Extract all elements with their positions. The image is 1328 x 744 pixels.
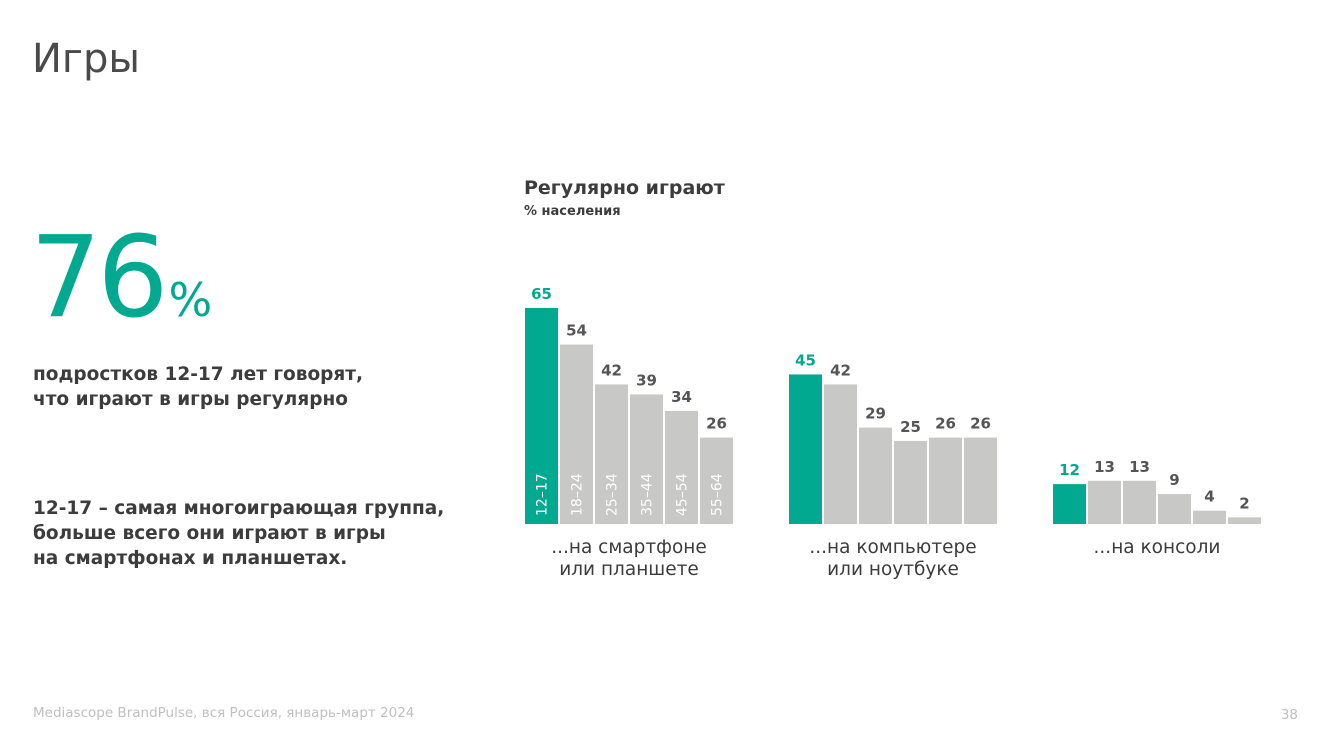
bar [859,427,892,524]
bar [700,437,733,524]
text-line: что играют в игры регулярно [33,389,348,410]
category-label: 45–54 [675,473,691,516]
category-label: 35–44 [640,473,656,516]
highlight-stat: 76% [30,222,212,334]
highlight-value: 76 [30,213,169,343]
category-label: 55–64 [710,473,726,516]
category-label: 25–34 [605,473,621,516]
value-label: 29 [865,405,886,423]
group-label-line: ...на компьютере [809,537,977,558]
value-label: 65 [531,285,552,303]
value-label: 39 [636,371,657,389]
value-label: 9 [1169,471,1179,489]
category-label: 18–24 [570,473,586,516]
bar [964,437,997,524]
group-label: ...на консоли [1037,537,1277,559]
text-line: 12-17 – самая многоиграющая группа, [33,498,445,519]
page-title: Игры [32,36,140,82]
value-label: 42 [601,361,622,379]
value-label: 26 [970,415,991,433]
category-label: 12–17 [535,473,551,516]
bar [1228,517,1261,524]
value-label: 25 [900,418,921,436]
stat-description: подростков 12-17 лет говорят, что играют… [33,362,363,412]
group-label: ...на компьютере или ноутбуке [773,537,1013,581]
chart-title: Регулярно играют [524,177,725,199]
bar [630,394,663,524]
bar [1123,480,1156,524]
text-line: на смартфонах и планшетах. [33,548,348,569]
group-label-line: или планшете [559,559,699,580]
value-label: 4 [1204,488,1214,506]
value-label: 12 [1059,461,1080,479]
bar [1088,480,1121,524]
highlight-unit: % [168,273,213,327]
group-label-line: ...на консоли [1093,537,1221,558]
value-label: 13 [1094,458,1115,476]
value-label: 54 [566,322,587,340]
value-label: 2 [1239,494,1249,512]
value-label: 34 [671,388,692,406]
group-label: ...на смартфоне или планшете [509,537,749,581]
bar [1053,484,1086,524]
group-label-line: ...на смартфоне [551,537,707,558]
source-footer: Mediascope BrandPulse, вся Россия, январ… [33,705,415,721]
bar [824,384,857,524]
bar [560,344,593,524]
bar [894,440,927,524]
value-label: 26 [935,415,956,433]
group-label-line: или ноутбуке [827,559,959,580]
bar [1193,510,1226,524]
value-label: 45 [795,351,816,369]
bar [929,437,962,524]
bar [595,384,628,524]
text-line: подростков 12-17 лет говорят, [33,364,364,385]
bar [525,308,558,524]
insight-text: 12-17 – самая многоиграющая группа, боль… [33,496,444,571]
value-label: 42 [830,361,851,379]
bar [1158,494,1191,524]
value-label: 26 [706,415,727,433]
chart-subtitle: % населения [524,204,621,219]
bar [789,374,822,524]
value-label: 13 [1129,458,1150,476]
bar [665,411,698,524]
text-line: больше всего они играют в игры [33,523,386,544]
page-number: 38 [1280,707,1298,723]
